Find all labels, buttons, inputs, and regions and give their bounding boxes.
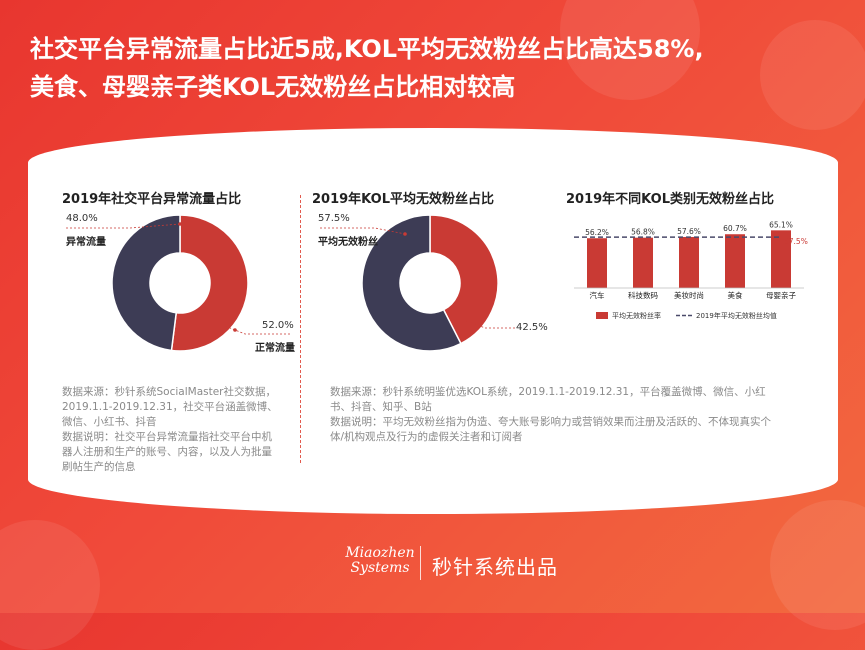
panel-2-title: 2019年KOL平均无效粉丝占比 (312, 192, 495, 207)
bar-科技数码 (633, 237, 653, 288)
category-label: 美妆时尚 (674, 290, 704, 300)
donut-chart-abnormal-traffic (111, 214, 249, 352)
category-label: 汽车 (590, 290, 605, 300)
slice-label-invalid-pct: 57.5% (318, 213, 350, 224)
bar-汽车 (587, 238, 607, 288)
headline: 社交平台异常流量占比近5成,KOL平均无效粉丝占比高达58%, 美食、母婴亲子类… (30, 30, 850, 106)
slice-label-normal-pct: 52.0% (262, 320, 294, 331)
bar-美食 (725, 234, 745, 288)
legend-swatch-bar (596, 312, 608, 319)
reference-line-label: 57.5% (784, 237, 808, 246)
leader-lines-1 (66, 222, 290, 335)
slice-label-invalid: 平均无效粉丝 (318, 237, 378, 248)
panel-1-source-note: 数据来源：秒针系统SocialMaster社交数据，2019.1.1-2019.… (62, 385, 282, 475)
donut-slice-dark (111, 214, 181, 352)
bar-chart-category-invalid-fans: 56.2% 汽车 56.8% 科技数码 57.6% 美妆时尚 60.7% 美食 65.1% 母婴亲… (574, 220, 808, 320)
brand-logo: Miaozhen Systems (345, 546, 415, 576)
headline-line-1: 社交平台异常流量占比近5成,KOL平均无效粉丝占比高达58%, (30, 35, 704, 63)
bar-value-label: 57.6% (677, 227, 701, 236)
leader-lines-2 (320, 227, 515, 329)
donut-chart-invalid-fans (361, 214, 499, 352)
slice-label-abnormal: 异常流量 (66, 237, 106, 248)
donut-slice-red (170, 214, 249, 352)
panel-3-title: 2019年不同KOL类别无效粉丝占比 (566, 192, 775, 207)
donut-slice-dark (361, 214, 462, 352)
footer: Miaozhen Systems 秒针系统出品 (0, 540, 865, 590)
headline-line-2: 美食、母婴亲子类KOL无效粉丝占比相对较高 (30, 73, 516, 101)
bar-value-label: 60.7% (723, 224, 747, 233)
bar-value-label: 65.1% (769, 220, 793, 229)
source-left-line-1: 数据来源：秒针系统SocialMaster社交数据，2019.1.1-2019.… (62, 386, 278, 428)
bar-母婴亲子 (771, 230, 791, 288)
legend-label-line: 2019年平均无效粉丝均值 (696, 311, 777, 320)
logo-separator (420, 546, 421, 580)
slice-label-abnormal-pct: 48.0% (66, 213, 98, 224)
panel-2-source-note: 数据来源：秒针系统明鉴优选KOL系统，2019.1.1-2019.12.31，平… (330, 385, 780, 445)
logo-line-1: Miaozhen (345, 545, 415, 561)
slice-label-valid-pct: 42.5% (516, 322, 548, 333)
slice-label-normal: 正常流量 (255, 343, 295, 354)
category-label: 美食 (728, 290, 743, 300)
background-bubble (770, 500, 865, 630)
donut-slice-red (429, 214, 499, 345)
bar-美妆时尚 (679, 236, 699, 288)
source-right-line-1: 数据来源：秒针系统明鉴优选KOL系统，2019.1.1-2019.12.31，平… (330, 386, 766, 413)
brand-name: 秒针系统出品 (432, 555, 558, 579)
bar-value-label: 56.8% (631, 228, 655, 237)
source-left-line-2: 数据说明：社交平台异常流量指社交平台中机器人注册和生产的账号、内容，以及人为批量… (62, 431, 272, 473)
legend-label-bar: 平均无效粉丝率 (612, 311, 661, 320)
category-label: 母婴亲子 (766, 290, 796, 300)
panel-1-title: 2019年社交平台异常流量占比 (62, 192, 242, 207)
category-label: 科技数码 (628, 290, 658, 300)
source-right-line-2: 数据说明：平均无效粉丝指为伪造、夸大账号影响力或营销效果而注册及活跃的、不体现真… (330, 416, 771, 443)
background-bubble (760, 20, 865, 130)
divider (300, 195, 301, 463)
bar-value-label: 56.2% (585, 228, 609, 237)
logo-line-2: Systems (350, 560, 410, 576)
